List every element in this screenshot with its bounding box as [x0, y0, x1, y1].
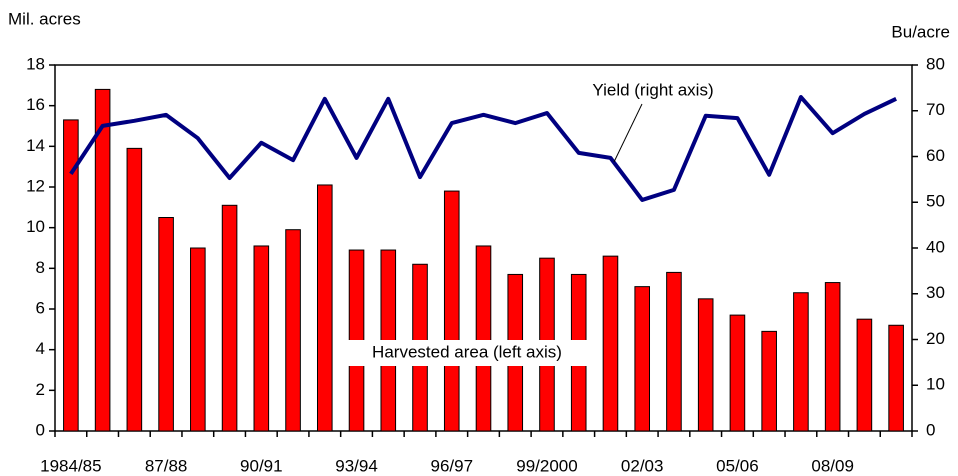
- y2-tick-label: 80: [926, 54, 945, 73]
- bar: [63, 119, 79, 432]
- y-tick-label: 4: [36, 339, 45, 358]
- leader-line: [613, 103, 643, 163]
- x-tick-label: 02/03: [621, 456, 664, 475]
- bar: [729, 314, 746, 432]
- bar: [285, 229, 301, 432]
- y-tick-label: 18: [26, 54, 45, 73]
- x-tick-label: 05/06: [716, 456, 759, 475]
- bar: [824, 282, 841, 432]
- y2-tick-label: 40: [926, 237, 945, 256]
- bar: [190, 247, 206, 432]
- label-background: [345, 340, 589, 366]
- series-annotation: Harvested area (left axis): [372, 342, 562, 361]
- bar: [316, 184, 333, 432]
- bar: [94, 88, 111, 432]
- y-tick-label: 8: [36, 258, 45, 277]
- bar: [221, 204, 238, 432]
- bar: [126, 147, 143, 432]
- bar: [793, 292, 809, 432]
- x-tick-label: 96/97: [430, 456, 473, 475]
- y-tick-label: 14: [26, 136, 45, 155]
- y-tick-label: 10: [26, 217, 45, 236]
- y2-tick-label: 60: [926, 146, 945, 165]
- yield-line: [69, 95, 897, 202]
- bar: [856, 318, 873, 432]
- bar: [253, 245, 270, 432]
- x-tick-label: 1984/85: [40, 456, 101, 475]
- y-tick-label: 16: [26, 95, 45, 114]
- y2-tick-label: 10: [926, 375, 945, 394]
- y-tick-label: 2: [36, 380, 45, 399]
- y-tick-label: 12: [26, 176, 45, 195]
- bar: [443, 190, 460, 432]
- x-tick-label: 90/91: [240, 456, 283, 475]
- x-tick-label: 93/94: [335, 456, 378, 475]
- bar: [602, 255, 619, 432]
- bar: [697, 298, 714, 432]
- x-tick-label: 99/2000: [516, 456, 577, 475]
- y-tick-label: 0: [36, 420, 45, 439]
- y2-tick-label: 0: [926, 420, 935, 439]
- y2-tick-label: 70: [926, 100, 945, 119]
- bar: [158, 217, 174, 432]
- y2-tick-label: 30: [926, 283, 945, 302]
- x-tick-label: 87/88: [145, 456, 188, 475]
- bar: [634, 286, 651, 432]
- y2-tick-label: 20: [926, 329, 945, 348]
- y2-tick-label: 50: [926, 192, 945, 211]
- x-tick-label: 08/09: [811, 456, 854, 475]
- bar: [475, 245, 492, 432]
- bar: [666, 271, 682, 432]
- y2-axis-title: Bu/acre: [891, 22, 950, 41]
- bar: [888, 324, 904, 432]
- bar: [761, 330, 777, 432]
- y-tick-label: 6: [36, 298, 45, 317]
- y-axis-title: Mil. acres: [8, 9, 81, 28]
- series-annotation: Yield (right axis): [592, 80, 713, 99]
